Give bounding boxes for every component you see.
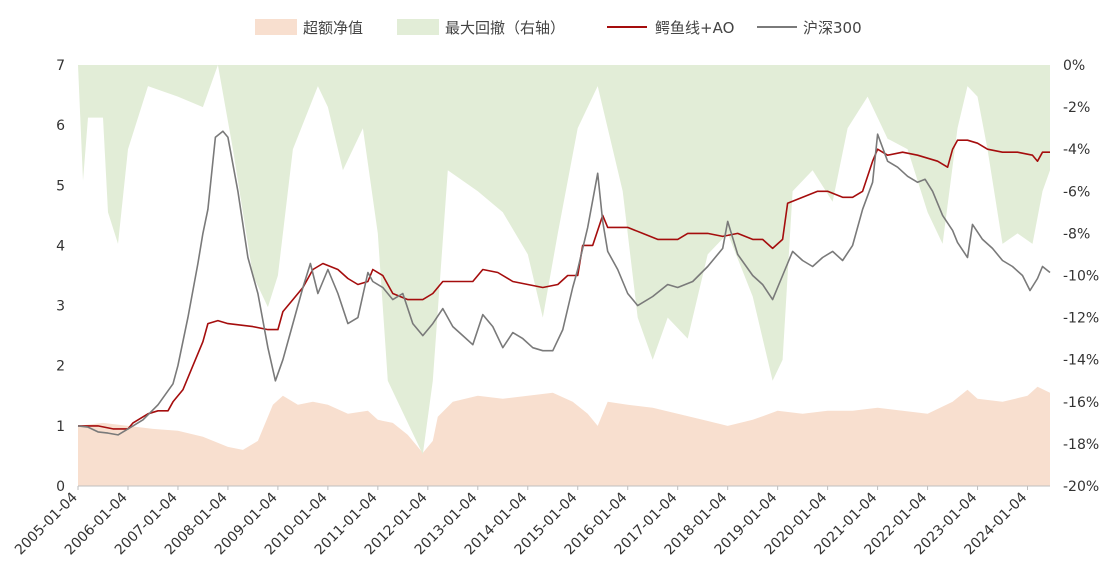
y-right-tick-label: -6% — [1063, 184, 1090, 200]
legend-swatch — [255, 19, 297, 35]
y-right-tick-label: -10% — [1063, 269, 1099, 285]
legend-swatch — [397, 19, 439, 35]
y-left-tick-label: 7 — [56, 58, 65, 74]
legend-label: 最大回撤（右轴） — [445, 19, 565, 37]
y-right-tick-label: -12% — [1063, 311, 1099, 327]
legend-item-0: 超额净值 — [255, 19, 363, 37]
y-left-tick-label: 3 — [56, 299, 65, 315]
legend: 超额净值 最大回撤（右轴） 鳄鱼线+AO 沪深300 — [255, 19, 862, 37]
legend-item-3: 沪深300 — [757, 19, 862, 37]
legend-label: 超额净值 — [303, 19, 363, 37]
y-right-tick-label: -18% — [1063, 437, 1099, 453]
y-left-tick-label: 1 — [56, 419, 65, 435]
y-right-tick-label: -4% — [1063, 142, 1090, 158]
area-series-1 — [78, 65, 1050, 455]
line-series-2 — [78, 139, 1050, 430]
y-left-tick-label: 6 — [56, 118, 65, 134]
area-series-group — [78, 65, 1050, 486]
line-series-3 — [77, 130, 1051, 436]
y-left-tick-label: 0 — [56, 479, 65, 495]
y-left-tick-label: 4 — [56, 238, 65, 254]
y-right-tick-label: -20% — [1063, 479, 1099, 495]
area-series-0 — [78, 386, 1050, 486]
line-series-group — [77, 130, 1051, 436]
y-right-tick-label: -2% — [1063, 100, 1090, 116]
legend-item-1: 最大回撤（右轴） — [397, 19, 565, 37]
y-right-tick-label: -14% — [1063, 353, 1099, 369]
y-right-tick-label: 0% — [1063, 58, 1085, 74]
y-right-tick-label: -16% — [1063, 395, 1099, 411]
y-left-tick-label: 2 — [56, 359, 65, 375]
y-left-tick-label: 5 — [56, 178, 65, 194]
legend-label: 鳄鱼线+AO — [655, 19, 734, 37]
y-right-tick-label: -8% — [1063, 226, 1090, 242]
legend-item-2: 鳄鱼线+AO — [607, 19, 734, 37]
legend-label: 沪深300 — [803, 19, 862, 37]
